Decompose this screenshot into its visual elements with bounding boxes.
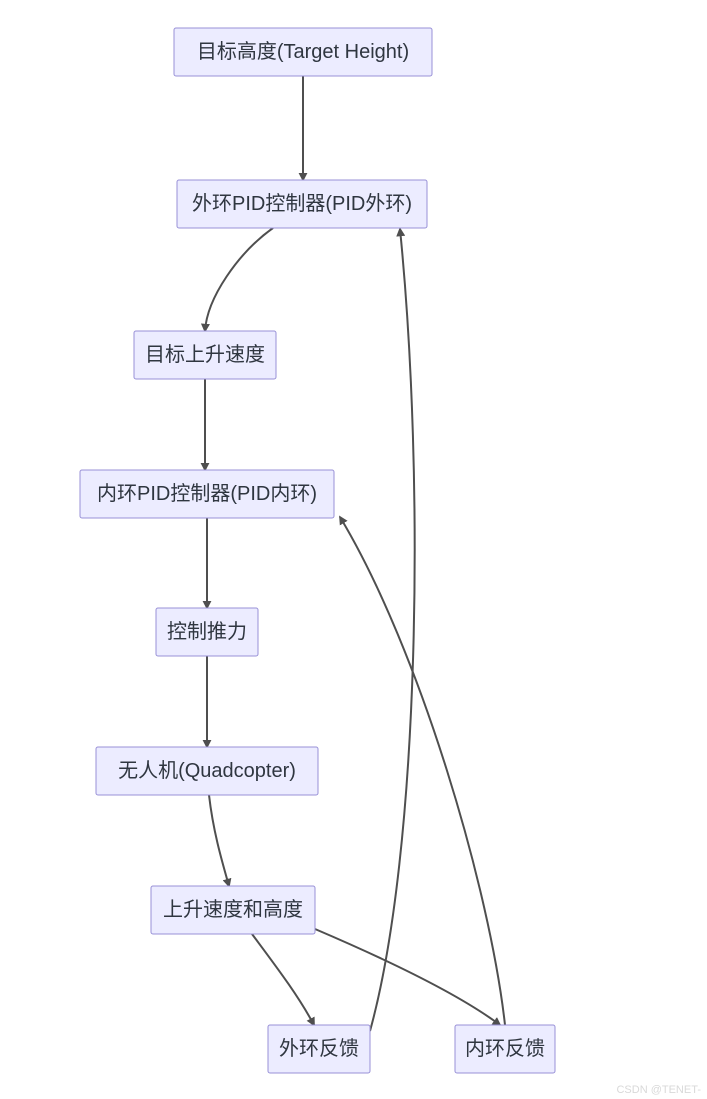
node-D: 内环PID控制器(PID内环) — [80, 470, 334, 518]
node-H: 外环反馈 — [268, 1025, 370, 1073]
node-F-label: 无人机(Quadcopter) — [118, 759, 296, 782]
node-G: 上升速度和高度 — [151, 886, 315, 934]
node-A: 目标高度(Target Height) — [174, 28, 432, 76]
node-B-label: 外环PID控制器(PID外环) — [192, 192, 412, 215]
node-A-label: 目标高度(Target Height) — [197, 40, 409, 63]
node-I-label: 内环反馈 — [465, 1037, 545, 1060]
node-I: 内环反馈 — [455, 1025, 555, 1073]
node-B: 外环PID控制器(PID外环) — [177, 180, 427, 228]
watermark: CSDN @TENET- — [616, 1084, 701, 1096]
node-C: 目标上升速度 — [134, 331, 276, 379]
node-D-label: 内环PID控制器(PID内环) — [97, 482, 317, 505]
node-E: 控制推力 — [156, 608, 258, 656]
node-G-label: 上升速度和高度 — [163, 898, 303, 921]
node-C-label: 目标上升速度 — [145, 343, 265, 366]
node-F: 无人机(Quadcopter) — [96, 747, 318, 795]
node-H-label: 外环反馈 — [279, 1037, 359, 1060]
node-E-label: 控制推力 — [167, 620, 247, 643]
